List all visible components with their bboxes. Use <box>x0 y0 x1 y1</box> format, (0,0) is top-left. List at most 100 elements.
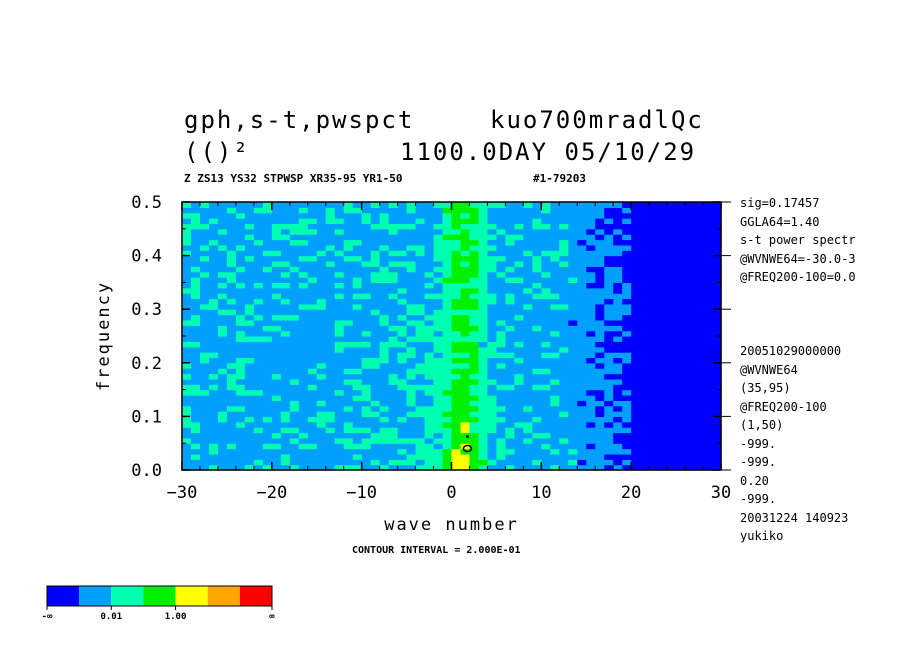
heatmap-cell <box>217 432 228 439</box>
heatmap-cell <box>631 255 641 262</box>
heatmap-cell <box>550 282 560 289</box>
heatmap-cell <box>658 293 668 300</box>
heatmap-cell <box>352 384 363 391</box>
heatmap-cell <box>658 207 668 214</box>
heatmap-cell <box>451 239 462 246</box>
heatmap-cell <box>478 207 489 214</box>
heatmap-cell <box>676 266 686 273</box>
heatmap-cell <box>514 405 524 412</box>
heatmap-cell <box>631 271 641 278</box>
heatmap-cell <box>190 239 201 246</box>
heatmap-cell <box>577 378 587 385</box>
heatmap-cell <box>343 352 354 359</box>
heatmap-cell <box>352 416 363 423</box>
heatmap-cell <box>703 250 713 257</box>
heatmap-cell <box>343 303 354 310</box>
heatmap-cell <box>595 394 605 401</box>
heatmap-cell <box>388 202 399 208</box>
heatmap-cell <box>586 202 596 208</box>
heatmap-cell <box>658 282 668 289</box>
heatmap-cell <box>182 228 192 235</box>
heatmap-cell <box>712 432 722 439</box>
heatmap-cell <box>370 287 381 294</box>
heatmap-cell <box>541 325 551 332</box>
heatmap-cell <box>496 416 506 423</box>
heatmap-cell <box>613 223 623 230</box>
heatmap-cell <box>613 357 623 364</box>
heatmap-cell <box>469 234 480 241</box>
heatmap-cell <box>541 303 551 310</box>
heatmap-cell <box>586 309 596 316</box>
heatmap-cell <box>352 207 363 214</box>
heatmap-cell <box>550 346 560 353</box>
heatmap-cell <box>550 416 560 423</box>
heatmap-cell <box>271 357 282 364</box>
heatmap-cell <box>514 384 524 391</box>
heatmap-cell <box>199 234 210 241</box>
heatmap-cell <box>550 234 560 241</box>
heatmap-cell <box>307 218 318 225</box>
heatmap-cell <box>442 416 453 423</box>
heatmap-cell <box>703 309 713 316</box>
heatmap-cell <box>334 330 345 337</box>
heatmap-cell <box>208 287 219 294</box>
heatmap-cell <box>469 432 480 439</box>
heatmap-cell <box>397 325 408 332</box>
heatmap-cell <box>514 411 524 417</box>
heatmap-cell <box>541 432 551 439</box>
heatmap-cell <box>226 293 237 300</box>
heatmap-cell <box>559 250 569 257</box>
heatmap-cell <box>271 228 282 235</box>
heatmap-cell <box>217 368 228 375</box>
heatmap-cell <box>316 303 327 310</box>
heatmap-cell <box>253 309 264 316</box>
heatmap-cell <box>343 319 354 326</box>
heatmap-cell <box>442 384 453 391</box>
heatmap-cell <box>271 287 282 294</box>
heatmap-cell <box>658 260 668 267</box>
heatmap-cell <box>469 443 480 450</box>
heatmap-cell <box>217 250 228 257</box>
heatmap-cell <box>316 234 327 241</box>
heatmap-cell <box>595 443 605 450</box>
heatmap-cell <box>676 400 686 407</box>
heatmap-cell <box>406 378 417 385</box>
heatmap-cell <box>649 389 659 396</box>
heatmap-cell <box>253 378 264 385</box>
heatmap-cell <box>253 421 264 428</box>
heatmap-cell <box>182 368 192 375</box>
heatmap-cell <box>451 266 462 273</box>
heatmap-cell <box>487 368 498 375</box>
heatmap-cell <box>433 384 444 391</box>
heatmap-cell <box>388 346 399 353</box>
heatmap-cell <box>649 255 659 262</box>
heatmap-cell <box>550 400 560 407</box>
heatmap-cell <box>577 207 587 214</box>
heatmap-cell <box>361 346 372 353</box>
heatmap-cell <box>370 266 381 273</box>
heatmap-cell <box>577 427 587 434</box>
heatmap-cell <box>316 228 327 235</box>
heatmap-cell <box>496 287 506 294</box>
heatmap-cell <box>550 341 560 348</box>
heatmap-cell <box>325 378 336 385</box>
heatmap-cell <box>442 298 453 305</box>
heatmap-cell <box>208 250 219 257</box>
heatmap-cell <box>199 293 210 300</box>
heatmap-cell <box>262 223 273 230</box>
heatmap-cell <box>505 218 515 225</box>
heatmap-cell <box>271 341 282 348</box>
heatmap-cell <box>442 282 453 289</box>
heatmap-cell <box>307 266 318 273</box>
heatmap-cell <box>640 416 650 423</box>
heatmap-cell <box>253 287 264 294</box>
heatmap-cell <box>676 394 686 401</box>
heatmap-cell <box>631 277 641 283</box>
heatmap-cell <box>676 255 686 262</box>
heatmap-cell <box>325 448 336 455</box>
heatmap-cell <box>199 260 210 267</box>
heatmap-cell <box>703 437 713 444</box>
heatmap-cell <box>208 362 219 369</box>
heatmap-cell <box>478 400 489 407</box>
heatmap-cell <box>433 443 444 450</box>
